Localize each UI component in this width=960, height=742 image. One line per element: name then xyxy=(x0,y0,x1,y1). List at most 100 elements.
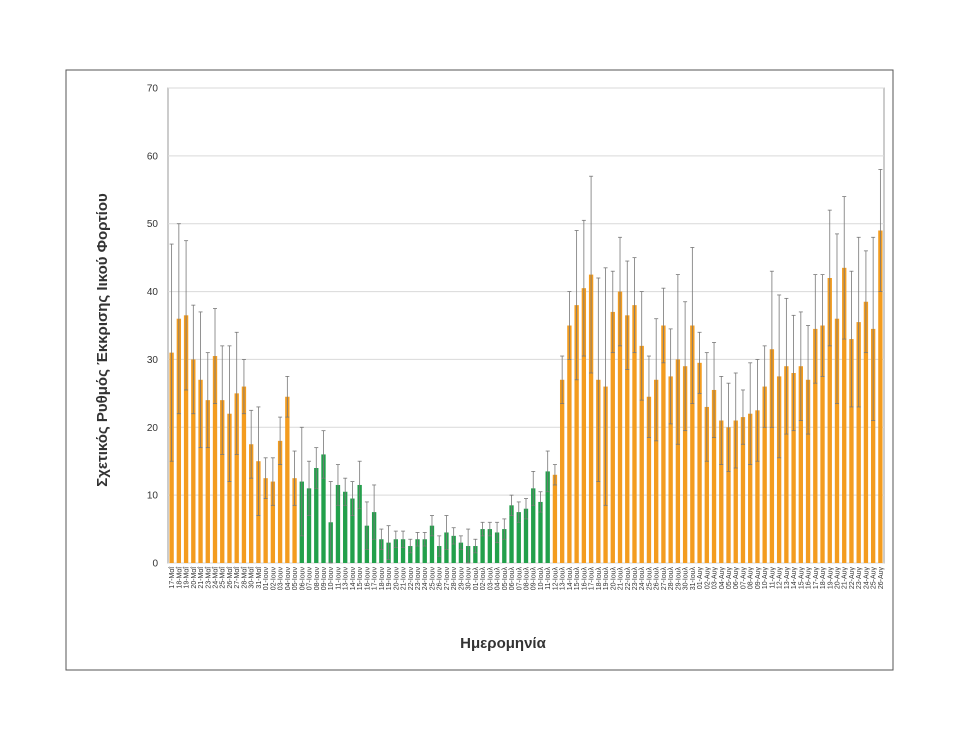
x-tick-label: 21-Ιουν xyxy=(401,567,408,591)
x-tick-label: 25-Ιουλ xyxy=(646,567,653,591)
x-tick-label: 01-Ιουν xyxy=(263,567,270,591)
bar xyxy=(292,478,297,563)
x-tick-label: 19-Μαΐ xyxy=(183,567,191,589)
x-tick-label: 04-Ιουλ xyxy=(495,567,502,591)
x-tick-label: 30-Ιουλ xyxy=(683,567,690,591)
bar xyxy=(408,546,413,563)
y-tick-label: 20 xyxy=(147,423,159,434)
bar xyxy=(842,267,847,563)
y-tick-label: 70 xyxy=(147,84,159,95)
bar xyxy=(285,396,290,563)
x-tick-label: 16-Ιουλ xyxy=(581,567,588,591)
bar xyxy=(740,417,746,563)
bar xyxy=(350,498,355,563)
bar xyxy=(502,529,507,563)
bar xyxy=(516,512,521,563)
y-tick-label: 30 xyxy=(147,355,159,366)
x-tick-label: 27-Μαΐ xyxy=(233,567,241,589)
y-axis-label: Σχετικός Ρυθμός Έκκρισης Ιικού Φορτίου xyxy=(94,193,111,487)
x-tick-label: 24-Μαΐ xyxy=(212,567,220,589)
x-tick-label: 28-Ιουλ xyxy=(668,567,675,591)
bar xyxy=(191,359,196,563)
bar xyxy=(277,440,283,563)
x-tick-label: 28-Μαΐ xyxy=(240,567,248,589)
x-tick-label: 02-Ιουν xyxy=(270,567,277,591)
bar xyxy=(675,359,681,563)
bar xyxy=(494,532,500,563)
x-tick-label: 17-Ιουλ xyxy=(589,567,596,591)
y-tick-label: 0 xyxy=(152,559,158,570)
x-tick-label: 06-Ιουν xyxy=(299,567,306,591)
x-tick-label: 13-Ιουλ xyxy=(560,567,567,591)
x-tick-label: 19-Ιουν xyxy=(386,567,393,591)
bar xyxy=(249,444,254,563)
x-axis-label: Ημερομηνία xyxy=(460,635,546,652)
y-tick-label: 60 xyxy=(147,151,159,162)
bar xyxy=(306,488,312,563)
x-tick-label: 14-Αυγ xyxy=(791,567,798,590)
bar xyxy=(183,315,189,563)
bar xyxy=(234,393,239,563)
x-tick-label: 13-Αυγ xyxy=(784,567,791,590)
x-tick-label: 02-Ιουλ xyxy=(480,567,487,591)
bar xyxy=(480,529,485,563)
x-tick-label: 10-Αυγ xyxy=(762,567,769,590)
bar xyxy=(755,410,760,563)
x-tick-label: 20-Μαΐ xyxy=(190,567,198,589)
x-tick-label: 21-Αυγ xyxy=(842,567,849,590)
x-tick-label: 14-Ιουλ xyxy=(567,567,574,591)
x-tick-label: 11-Ιουλ xyxy=(545,567,552,590)
x-tick-label: 09-Ιουλ xyxy=(531,567,538,591)
bar xyxy=(719,420,724,563)
bar xyxy=(567,325,572,563)
x-tick-label: 04-Ιουν xyxy=(285,567,292,591)
bar xyxy=(784,366,789,563)
x-tick-label: 10-Ιουν xyxy=(328,567,335,591)
x-tick-label: 06-Αυγ xyxy=(733,567,740,590)
bar xyxy=(212,356,218,563)
bar xyxy=(343,491,348,563)
bar xyxy=(849,339,854,563)
x-tick-label: 09-Ιουν xyxy=(321,567,328,591)
frame xyxy=(65,69,894,671)
x-tick-label: 24-Αυγ xyxy=(863,567,870,590)
bar xyxy=(625,315,630,563)
x-tick-label: 16-Ιουν xyxy=(364,567,371,591)
bar xyxy=(552,474,558,563)
x-tick-label: 27-Ιουλ xyxy=(661,567,668,591)
x-tick-label: 17-Μαΐ xyxy=(168,567,176,589)
bar xyxy=(762,386,767,563)
bar xyxy=(646,396,652,563)
x-tick-label: 22-Ιουλ xyxy=(625,567,632,591)
x-tick-label: 25-Αυγ xyxy=(871,567,878,590)
x-tick-label: 27-Ιουν xyxy=(444,567,451,591)
bar xyxy=(617,291,623,563)
x-tick-label: 08-Αυγ xyxy=(748,567,755,590)
x-tick-label: 15-Ιουν xyxy=(357,567,364,591)
bar xyxy=(878,230,883,563)
x-tick-label: 29-Ιουλ xyxy=(675,567,682,591)
x-tick-label: 13-Ιουν xyxy=(343,567,350,591)
x-tick-label: 18-Ιουλ xyxy=(596,567,603,591)
bar xyxy=(776,376,782,563)
bar xyxy=(834,318,840,563)
bar xyxy=(335,484,341,563)
x-tick-label: 26-Ιουν xyxy=(437,567,444,591)
x-tick-label: 31-Ιουλ xyxy=(690,567,697,591)
bar xyxy=(668,376,673,563)
x-tick-label: 11-Αυγ xyxy=(769,567,776,589)
bar xyxy=(321,454,326,563)
bar xyxy=(769,349,775,563)
x-tick-label: 08-Ιουλ xyxy=(524,567,531,591)
x-tick-label: 31-Μαΐ xyxy=(255,567,263,589)
x-tick-label: 30-Ιουν xyxy=(466,567,473,591)
bar xyxy=(791,373,796,563)
bar xyxy=(632,305,637,563)
x-tick-label: 02-Αυγ xyxy=(704,567,711,590)
x-tick-label: 26-Αυγ xyxy=(878,567,885,590)
x-tick-label: 21-Μαΐ xyxy=(197,567,205,589)
bar xyxy=(227,413,232,563)
x-tick-label: 15-Ιουλ xyxy=(574,567,581,591)
x-tick-label: 01-Ιουλ xyxy=(473,567,480,591)
